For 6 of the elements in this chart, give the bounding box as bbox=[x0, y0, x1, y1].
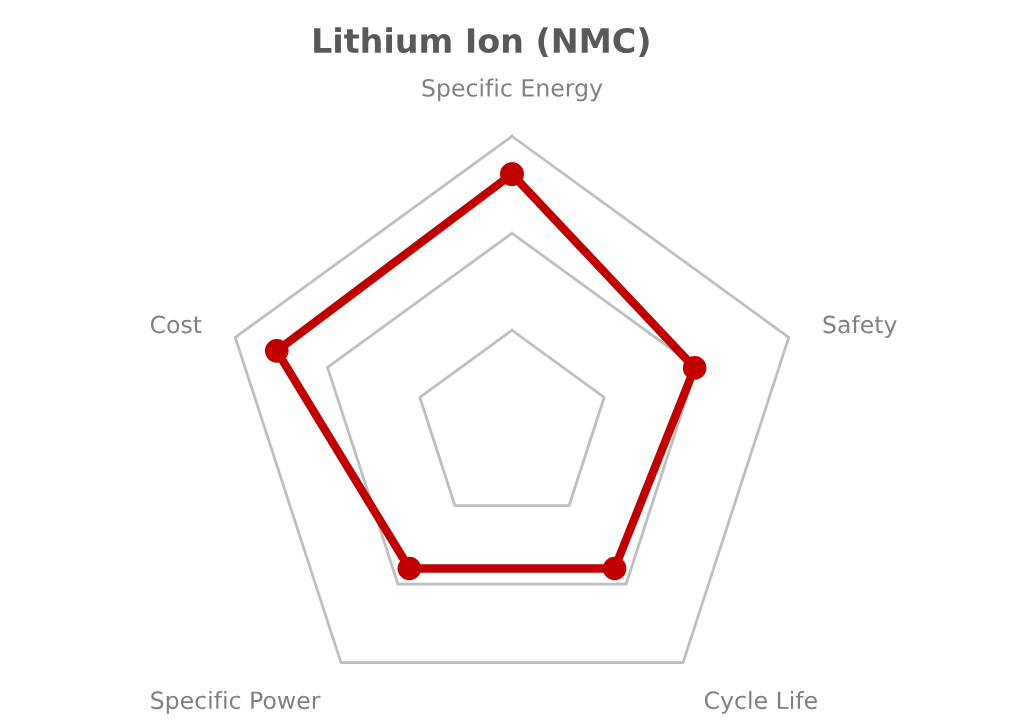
chart-title: Lithium Ion (NMC) bbox=[314, 27, 649, 58]
spoke-label: Specific Energy bbox=[422, 78, 603, 102]
spoke-label: Cost bbox=[150, 315, 202, 334]
spoke-label: Safety bbox=[823, 315, 897, 338]
spoke-label: Cycle Life bbox=[704, 690, 817, 714]
spoke-label: Specific Power bbox=[151, 690, 321, 714]
